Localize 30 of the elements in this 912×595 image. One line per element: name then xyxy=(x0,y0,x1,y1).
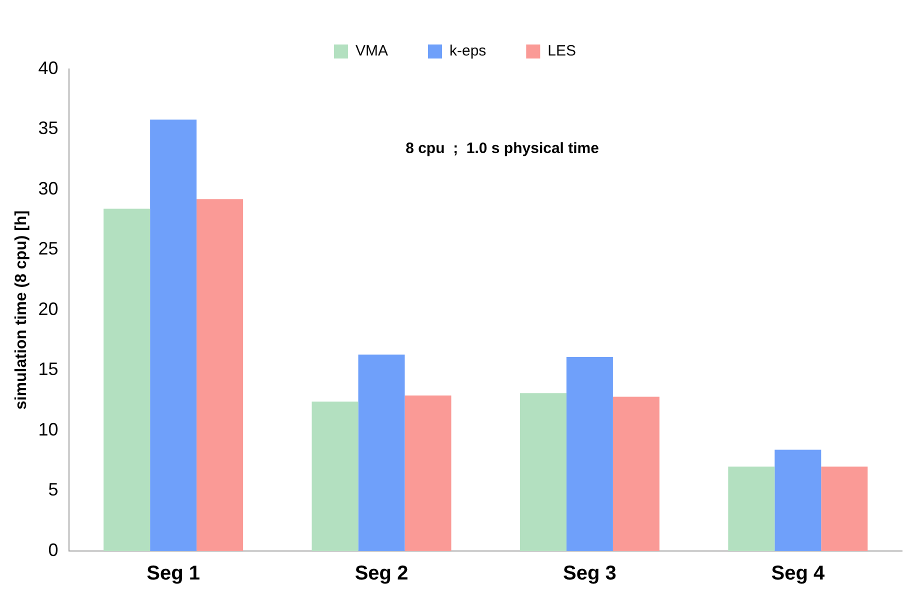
bar xyxy=(104,208,150,551)
bar xyxy=(612,396,660,551)
x-tick-label: Seg 1 xyxy=(146,562,200,585)
legend-label: LES xyxy=(548,42,576,60)
y-tick-label: 15 xyxy=(38,359,58,380)
bar xyxy=(358,354,405,551)
y-tick-label: 30 xyxy=(38,178,58,198)
y-tick-label: 25 xyxy=(38,238,58,259)
bar xyxy=(728,466,775,551)
bar xyxy=(196,199,244,551)
bar xyxy=(520,393,566,551)
x-tick-label: Seg 3 xyxy=(563,562,616,585)
bar xyxy=(566,356,613,551)
y-tick-label: 10 xyxy=(38,419,58,440)
y-tick-label: 20 xyxy=(38,298,58,319)
bar xyxy=(821,466,868,551)
bar xyxy=(404,396,452,551)
y-axis-title: simulation time (8 cpu) [h] xyxy=(13,210,30,410)
y-tick-label: 0 xyxy=(48,540,58,560)
x-tick-label: Seg 2 xyxy=(354,562,408,585)
annotation: 8 cpu ; 1.0 s physical time xyxy=(406,140,599,158)
legend-label: k-eps xyxy=(449,42,486,60)
bar xyxy=(150,120,197,551)
y-tick-label: 5 xyxy=(48,480,58,500)
x-tick-label: Seg 4 xyxy=(771,562,826,585)
bar xyxy=(312,402,358,551)
y-tick-label: 35 xyxy=(38,118,58,138)
bar xyxy=(774,450,822,551)
legend-label: VMA xyxy=(355,42,388,60)
y-tick-label: 40 xyxy=(38,58,58,78)
